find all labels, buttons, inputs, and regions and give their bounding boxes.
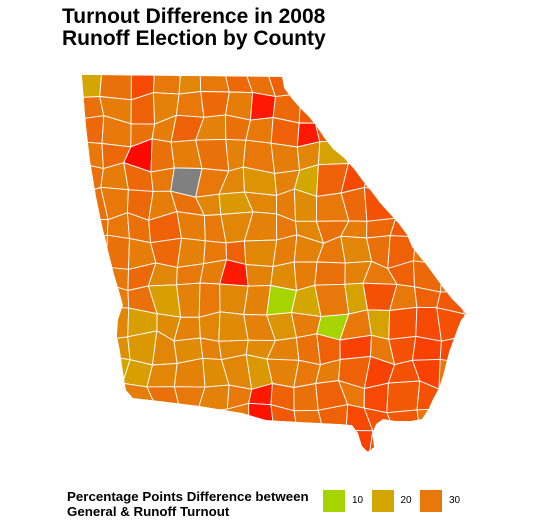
legend-title: Percentage Points Difference between Gen… <box>67 489 309 519</box>
county-map <box>82 75 466 452</box>
county <box>199 337 222 361</box>
county <box>82 115 105 144</box>
county <box>150 138 175 173</box>
legend-title-line-1: Percentage Points Difference between <box>67 489 309 504</box>
county <box>386 380 421 414</box>
legend-swatch-10 <box>323 490 345 512</box>
title-line-1: Turnout Difference in 2008 <box>62 5 326 28</box>
county <box>345 429 374 452</box>
county <box>199 75 230 93</box>
legend-label-20: 20 <box>400 495 412 506</box>
county <box>198 311 221 342</box>
county <box>82 75 103 98</box>
county <box>341 140 374 165</box>
county <box>200 91 230 118</box>
county <box>245 117 274 144</box>
county <box>388 306 418 340</box>
legend-label-10: 10 <box>352 495 364 506</box>
legend-item-10: 10 <box>323 490 372 512</box>
county <box>243 239 278 268</box>
county <box>386 409 421 433</box>
county <box>219 283 249 315</box>
county <box>248 402 275 435</box>
county <box>106 234 130 270</box>
county <box>363 382 389 414</box>
county <box>175 91 205 118</box>
title-line-2: Runoff Election by County <box>62 27 326 50</box>
county <box>339 334 372 360</box>
county <box>176 237 206 268</box>
county <box>270 117 300 148</box>
county <box>146 386 180 410</box>
county <box>178 75 202 95</box>
county <box>152 75 181 95</box>
county <box>102 306 130 341</box>
county <box>314 117 349 143</box>
county <box>102 266 129 291</box>
county <box>176 282 201 318</box>
county <box>250 92 276 121</box>
legend-item-20: 20 <box>371 490 421 512</box>
county <box>173 386 206 412</box>
legend-items: 10 20 30 <box>323 490 469 512</box>
legend-label-30: 30 <box>449 495 461 506</box>
county <box>298 93 324 124</box>
county <box>173 357 206 388</box>
legend-title-line-2: General & Runoff Turnout <box>67 503 230 519</box>
county <box>412 335 442 361</box>
county <box>314 283 350 318</box>
county <box>225 138 247 172</box>
county <box>363 186 397 222</box>
county <box>293 383 319 412</box>
county <box>82 218 109 242</box>
county <box>102 336 131 361</box>
county <box>245 264 274 287</box>
legend-item-30: 30 <box>420 490 469 512</box>
county <box>99 75 132 101</box>
county <box>389 213 422 238</box>
county <box>82 141 104 170</box>
county <box>176 263 205 286</box>
county <box>314 261 346 286</box>
county <box>317 404 349 435</box>
county-layer <box>82 75 466 452</box>
county <box>270 142 301 174</box>
county <box>243 285 272 316</box>
county <box>296 333 321 366</box>
legend-swatch-30 <box>420 490 442 512</box>
county <box>369 430 396 452</box>
county <box>176 211 206 242</box>
legend-swatch-20 <box>371 490 394 512</box>
county <box>317 140 349 166</box>
map-title: Turnout Difference in 2008 Runoff Electi… <box>62 6 326 50</box>
